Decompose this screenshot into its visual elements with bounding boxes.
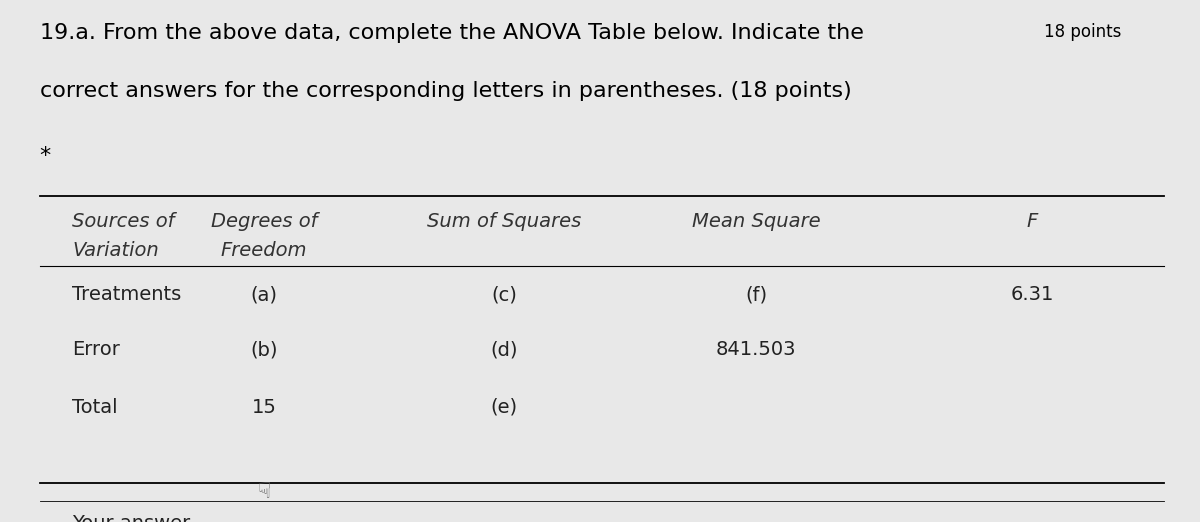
Text: 15: 15	[252, 398, 276, 417]
Text: (b): (b)	[251, 340, 277, 359]
Text: Variation: Variation	[72, 241, 158, 260]
Text: Mean Square: Mean Square	[691, 212, 821, 231]
Text: ☟: ☟	[257, 482, 271, 502]
Text: Treatments: Treatments	[72, 286, 181, 304]
Text: Degrees of: Degrees of	[211, 212, 317, 231]
Text: (f): (f)	[745, 286, 767, 304]
Text: (e): (e)	[491, 398, 517, 417]
Text: *: *	[40, 146, 50, 166]
Text: (d): (d)	[491, 340, 517, 359]
Text: 18 points: 18 points	[1044, 23, 1121, 41]
Text: 6.31: 6.31	[1010, 286, 1054, 304]
Text: 841.503: 841.503	[715, 340, 797, 359]
Text: (a): (a)	[251, 286, 277, 304]
Text: Total: Total	[72, 398, 118, 417]
Text: Sources of: Sources of	[72, 212, 174, 231]
Text: Error: Error	[72, 340, 120, 359]
Text: Your answer: Your answer	[72, 514, 191, 522]
Text: (c): (c)	[491, 286, 517, 304]
Text: correct answers for the corresponding letters in parentheses. (18 points): correct answers for the corresponding le…	[40, 81, 851, 101]
Text: Freedom: Freedom	[221, 241, 307, 260]
Text: Sum of Squares: Sum of Squares	[427, 212, 581, 231]
Text: 19.a. From the above data, complete the ANOVA Table below. Indicate the: 19.a. From the above data, complete the …	[40, 23, 864, 43]
Text: F: F	[1026, 212, 1038, 231]
